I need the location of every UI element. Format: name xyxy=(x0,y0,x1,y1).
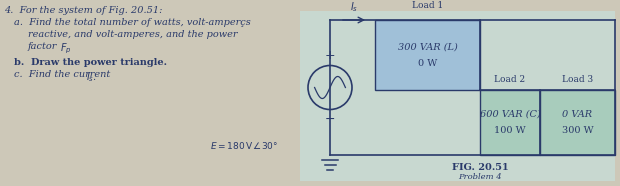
Text: 100 W: 100 W xyxy=(494,126,526,135)
Text: 300 W: 300 W xyxy=(562,126,593,135)
Text: $E = 180\,\mathrm{V}\,\angle 30°$: $E = 180\,\mathrm{V}\,\angle 30°$ xyxy=(210,140,278,151)
Text: b.  Draw the power triangle.: b. Draw the power triangle. xyxy=(14,58,167,67)
Text: $I_s$: $I_s$ xyxy=(350,0,358,14)
Bar xyxy=(375,20,480,90)
Bar xyxy=(540,90,615,155)
Text: 600 VAR (C): 600 VAR (C) xyxy=(480,110,541,119)
Text: 4.  For the system of Fig. 20.51:: 4. For the system of Fig. 20.51: xyxy=(4,6,162,15)
Text: 0 VAR: 0 VAR xyxy=(562,110,593,119)
Text: Load 2: Load 2 xyxy=(494,75,526,84)
Text: factor: factor xyxy=(28,42,61,51)
Text: $I_s$.: $I_s$. xyxy=(86,70,97,84)
Text: a.  Find the total number of watts, volt-amperçs: a. Find the total number of watts, volt-… xyxy=(14,18,250,27)
Bar xyxy=(480,90,540,155)
Text: c.  Find the current: c. Find the current xyxy=(14,70,113,79)
Text: +: + xyxy=(325,49,335,62)
Text: 300 VAR (L): 300 VAR (L) xyxy=(397,42,458,52)
Text: Load 3: Load 3 xyxy=(562,75,593,84)
Text: Load 1: Load 1 xyxy=(412,1,443,10)
Text: 0 W: 0 W xyxy=(418,59,437,68)
Text: reactive, and volt-amperes, and the power: reactive, and volt-amperes, and the powe… xyxy=(28,30,237,39)
Bar xyxy=(300,11,615,181)
Text: −: − xyxy=(325,113,335,126)
Text: FIG. 20.51: FIG. 20.51 xyxy=(452,163,508,172)
Text: $F_p$: $F_p$ xyxy=(60,42,71,56)
Text: Problem 4: Problem 4 xyxy=(458,173,502,181)
